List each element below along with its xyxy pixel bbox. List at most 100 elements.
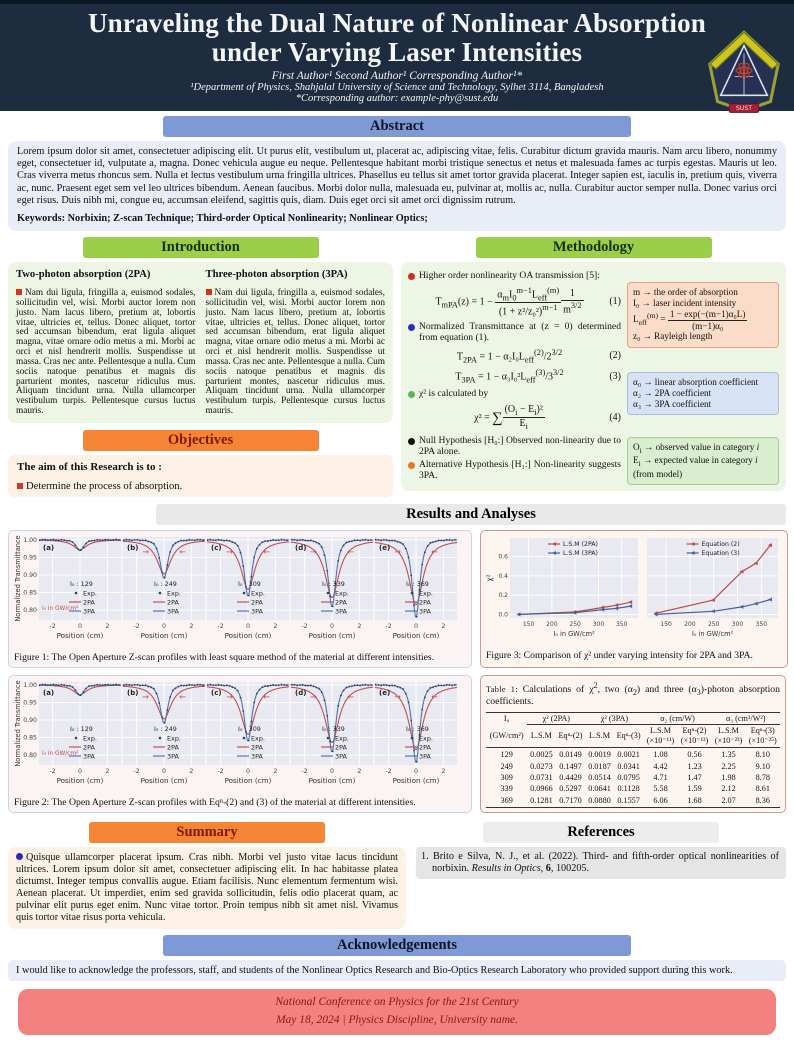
table-cell: 6.06	[643, 794, 678, 809]
table-cell: 0.0019	[585, 747, 614, 761]
svg-text:Position (cm): Position (cm)	[393, 631, 440, 640]
svg-text:0: 0	[162, 768, 166, 775]
svg-text:→: →	[310, 692, 317, 701]
svg-text:←: ←	[179, 692, 186, 701]
table-cell: 0.0273	[530, 761, 553, 771]
poster-authors: First Author¹ Second Author¹ Correspondi…	[271, 69, 523, 82]
abstract-section-header: Abstract	[163, 115, 631, 137]
svg-text:I₀ : 369: I₀ : 369	[406, 580, 429, 588]
table-cell: 309	[500, 773, 513, 783]
three-photon-heading: Three-photon absorption (3PA)	[205, 268, 348, 280]
svg-text:←: ←	[179, 548, 186, 557]
methodology-sideboxes: m → the order of absorption I₀ → laser in…	[627, 268, 779, 485]
svg-text:2PA: 2PA	[83, 743, 96, 751]
svg-text:Position (cm): Position (cm)	[309, 776, 356, 785]
svg-text:3PA: 3PA	[251, 752, 264, 760]
results-section-header: Results and Analyses	[156, 504, 786, 525]
table-sub-header: L.S.M	[530, 731, 552, 741]
methodology-bullet: Null Hypothesis [H₀:] Observed non-linea…	[408, 435, 621, 457]
table-cell: 0.4429	[559, 773, 582, 783]
table-cell: 0.0795	[617, 773, 640, 783]
svg-text:0.80: 0.80	[23, 607, 37, 614]
svg-text:(a): (a)	[43, 689, 54, 697]
zscan-panel-a: -2 0 2 1.00 0.95 0.90 0.85 0.80 Position (cm) Nor…	[14, 680, 121, 785]
svg-text:2PA: 2PA	[419, 743, 432, 751]
definition-box-2: α₀ → linear absorption coefficient α₂ → 2…	[627, 371, 779, 416]
abstract-text: Lorem ipsum dolor sit amet, consectetuer…	[17, 145, 777, 207]
svg-text:-2: -2	[386, 768, 392, 775]
svg-text:I₀ : 249: I₀ : 249	[154, 580, 177, 588]
table-sub-header: L.S.M	[589, 731, 610, 741]
acknowledgements-body: I would like to acknowledge the professo…	[8, 959, 786, 981]
table-cell: 9.10	[755, 761, 770, 771]
svg-text:Position (cm): Position (cm)	[141, 776, 188, 785]
svg-text:350: 350	[756, 621, 768, 628]
dot-bullet-icon	[16, 852, 23, 860]
svg-text:2: 2	[273, 623, 277, 630]
table-sub-header: (GW/cm²)	[489, 730, 524, 740]
svg-text:(e): (e)	[379, 544, 390, 552]
svg-text:-2: -2	[218, 768, 224, 775]
svg-text:0: 0	[162, 623, 166, 630]
svg-text:Exp.: Exp.	[167, 734, 181, 742]
equation-3: T3PA = 1 − α₃I₀²Leff(3)/33/2 (3)	[455, 368, 621, 385]
figure-1-box: -2 0 2 1.00 0.95 0.90 0.85 0.80 Position (cm) Nor…	[8, 530, 472, 668]
svg-text:2: 2	[441, 623, 445, 630]
svg-text:←: ←	[347, 692, 354, 701]
svg-text:2PA: 2PA	[335, 599, 348, 607]
svg-text:→: →	[394, 692, 401, 701]
svg-text:3PA: 3PA	[167, 608, 180, 616]
table-cell: 4.42	[653, 761, 668, 771]
table-col-header: α₂ (cm/W)	[643, 711, 712, 726]
chi2-subplot-1: 150 200 250 300 350 0.0 0.2 0.4 0.6 I₀ in GW/cm² χ…	[486, 538, 638, 638]
svg-text:2PA: 2PA	[251, 743, 264, 751]
svg-text:I₀ : 129: I₀ : 129	[70, 725, 93, 733]
svg-text:0.0: 0.0	[498, 612, 508, 619]
bullet-dot-icon	[408, 272, 415, 280]
svg-text:150: 150	[660, 621, 672, 628]
table-cell: 2.07	[711, 794, 746, 809]
figure-2-chart: -2 0 2 1.00 0.95 0.90 0.85 0.80 Position (cm) Nor…	[14, 679, 466, 797]
introduction-body: Two-photon absorption (2PA) Nam dui ligu…	[8, 261, 393, 423]
equation-4: χ² = ∑ (Oi − Ei)² Ei (4)	[474, 403, 621, 432]
two-photon-heading: Two-photon absorption (2PA)	[16, 268, 151, 280]
svg-text:I₀ : 369: I₀ : 369	[406, 725, 429, 733]
svg-text:0: 0	[78, 768, 82, 775]
table-row: 309 0.0731 0.4429 0.0514 0.0795 4.71 1.47 1.98 8…	[486, 772, 780, 783]
table-cell: 0.1128	[617, 784, 640, 794]
svg-text:0.90: 0.90	[23, 717, 37, 724]
objective-item: Determine the process of absorption.	[17, 481, 384, 492]
table-cell: 249	[500, 761, 513, 771]
conference-name: National Conference on Physics for the 2…	[275, 995, 519, 1008]
svg-text:I₀ : 339: I₀ : 339	[322, 725, 345, 733]
svg-text:Exp.: Exp.	[335, 734, 349, 742]
table-col-header: α₃ (cm³/W²)	[711, 711, 780, 726]
svg-text:L.S.M (2PA): L.S.M (2PA)	[563, 541, 598, 548]
svg-text:0.2: 0.2	[498, 592, 508, 599]
table-cell: 0.1557	[613, 794, 644, 809]
equation-2: T2PA = 1 − α₂I₀Leff(2)/23/2 (2)	[456, 347, 621, 365]
square-bullet-icon	[205, 289, 212, 296]
svg-text:2: 2	[105, 623, 109, 630]
references-section-header: References	[483, 821, 719, 843]
table-cell: 8.61	[755, 784, 770, 794]
poster-affiliation: ¹Department of Physics, Shahjalal Univer…	[190, 81, 604, 93]
svg-text:150: 150	[523, 621, 535, 628]
definition-box-1: m → the order of absorption I₀ → laser in…	[627, 281, 779, 348]
table-cell: 8.36	[745, 794, 780, 809]
svg-text:2: 2	[357, 768, 361, 775]
svg-text:←: ←	[263, 548, 270, 557]
svg-text:3PA: 3PA	[167, 752, 180, 760]
svg-text:0: 0	[78, 623, 82, 630]
svg-text:2: 2	[105, 768, 109, 775]
table-cell: 339	[500, 784, 513, 794]
svg-text:←: ←	[431, 692, 438, 701]
svg-text:3PA: 3PA	[419, 608, 432, 616]
svg-text:(e): (e)	[379, 689, 390, 697]
acknowledgements-section-header: Acknowledgements	[163, 934, 631, 956]
figure-2-caption: Figure 2: The Open Aperture Z-scan profi…	[14, 796, 416, 808]
svg-text:(b): (b)	[127, 544, 138, 552]
